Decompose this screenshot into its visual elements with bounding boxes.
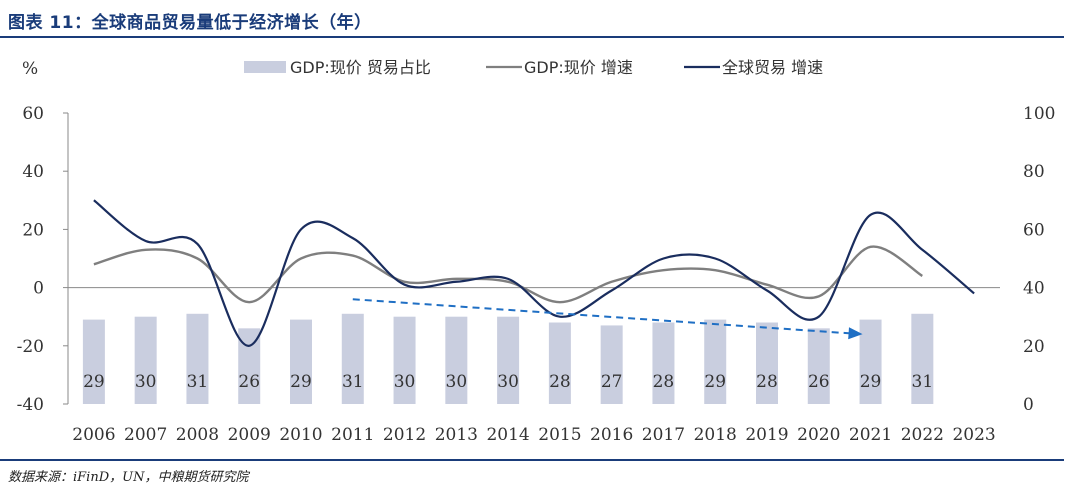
right-axis-tick-label: 100 [1023, 104, 1055, 124]
bar [807, 328, 830, 404]
unit-label: % [22, 59, 38, 79]
x-axis-tick-label: 2016 [590, 425, 633, 445]
bar-data-label: 28 [756, 372, 778, 392]
bar-data-label: 26 [808, 372, 830, 392]
left-axis-tick-label: 20 [22, 220, 44, 240]
bar [134, 316, 157, 404]
bar [704, 319, 727, 404]
legend-label: GDP:现价 增速 [524, 58, 633, 77]
bar [911, 313, 934, 404]
source-note: 数据来源：iFinD，UN，中粮期货研究院 [8, 470, 249, 485]
bar-data-label: 31 [912, 372, 934, 392]
right-axis-tick-label: 60 [1023, 220, 1045, 240]
bar-data-label: 30 [394, 372, 416, 392]
x-axis-tick-label: 2010 [279, 425, 322, 445]
bar-data-label: 31 [342, 372, 364, 392]
bar-data-label: 30 [497, 372, 519, 392]
chart-figure: % 60 40 20 0 -20 -40 100 80 60 40 20 0 2006 2007 2008 20… [17, 58, 1056, 445]
right-axis-tick-label: 0 [1023, 395, 1034, 415]
legend-swatch-bar [244, 61, 286, 73]
bar [600, 325, 623, 404]
title-rule [0, 36, 1064, 38]
bar [445, 316, 468, 404]
bar [393, 316, 416, 404]
left-axis-tick-label: -40 [17, 395, 44, 415]
bar-data-label: 29 [860, 372, 882, 392]
bar-data-label: 26 [238, 372, 260, 392]
x-axis-tick-label: 2011 [331, 425, 374, 445]
left-axis-tick-label: 40 [22, 162, 44, 182]
legend-label: 全球贸易 增速 [722, 58, 823, 77]
x-axis-tick-label: 2019 [745, 425, 788, 445]
right-axis-tick-label: 40 [1023, 279, 1045, 299]
legend-label: GDP:现价 贸易占比 [290, 58, 431, 77]
trade-growth-line [93, 199, 975, 347]
x-axis-tick-label: 2015 [538, 425, 581, 445]
chart-header: 图表 11：全球商品贸易量低于经济增长（年） [0, 0, 1080, 40]
bar-data-label: 30 [135, 372, 157, 392]
x-axis-tick-label: 2007 [124, 425, 167, 445]
trend-arrow-head [848, 327, 863, 340]
left-axis-tick-label: 60 [22, 104, 44, 124]
bar-data-label: 31 [187, 372, 209, 392]
chart-title: 图表 11：全球商品贸易量低于经济增长（年） [8, 13, 372, 33]
bar [82, 319, 105, 404]
left-axis-tick-label: 0 [33, 279, 44, 299]
x-axis-tick-label: 2017 [642, 425, 685, 445]
bar [186, 313, 209, 404]
right-axis-tick-label: 20 [1023, 337, 1045, 357]
bar-data-label: 29 [83, 372, 105, 392]
x-axis-tick-label: 2006 [72, 425, 115, 445]
x-axis-tick-label: 2012 [383, 425, 426, 445]
x-axis-tick-label: 2013 [435, 425, 478, 445]
x-axis-tick-label: 2022 [901, 425, 944, 445]
x-axis-tick-label: 2023 [952, 425, 995, 445]
x-axis-tick-label: 2008 [176, 425, 219, 445]
x-axis-tick-label: 2014 [486, 425, 529, 445]
bar-data-label: 30 [446, 372, 468, 392]
bar [859, 319, 882, 404]
x-axis-tick-label: 2018 [694, 425, 737, 445]
bar-data-label: 28 [549, 372, 571, 392]
bar [652, 322, 675, 404]
left-axis-tick-label: -20 [17, 337, 44, 357]
gdp-growth-line [93, 245, 923, 304]
bar [341, 313, 364, 404]
bar [756, 322, 778, 404]
bar [238, 328, 261, 404]
x-axis-tick-label: 2021 [849, 425, 892, 445]
source-rule [0, 459, 1064, 461]
bar-data-label: 29 [290, 372, 312, 392]
x-axis-tick-label: 2020 [797, 425, 840, 445]
bar-data-label: 28 [653, 372, 675, 392]
bar [290, 319, 312, 404]
x-axis-tick-label: 2009 [228, 425, 271, 445]
right-axis-tick-label: 80 [1023, 162, 1045, 182]
bar [548, 322, 571, 404]
bar-data-label: 29 [704, 372, 726, 392]
bar-data-label: 27 [601, 372, 623, 392]
bar [497, 316, 520, 404]
